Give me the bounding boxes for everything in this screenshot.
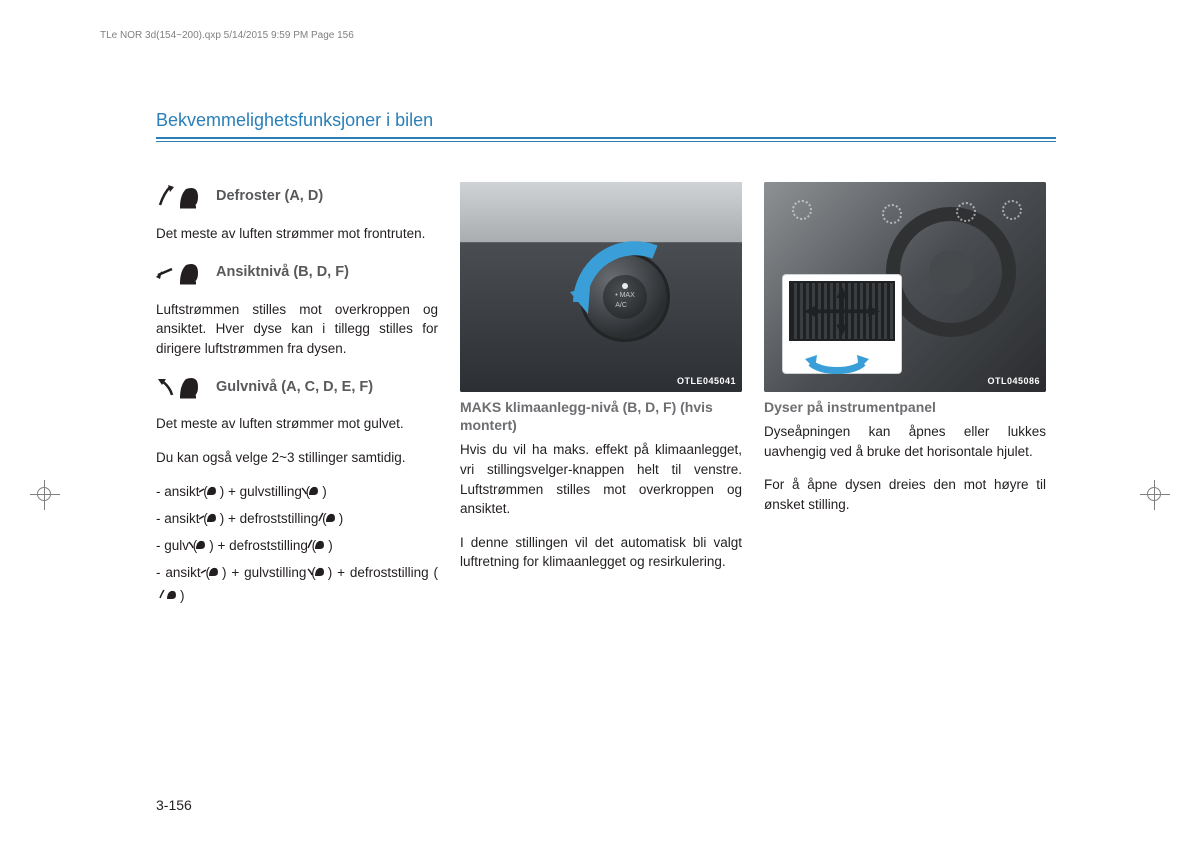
rule-line-thin — [156, 141, 1056, 142]
floor-icon-small-2 — [199, 535, 207, 558]
vents-p2: For å åpne dysen dreies den mot høyre ti… — [764, 475, 1046, 514]
column-3: OTL045086 Dyser på instrumentpanel Dyseå… — [764, 182, 1046, 612]
defrost-icon-small-2 — [318, 535, 326, 558]
photo-label-1: OTLE045041 — [677, 375, 736, 388]
defroster-text: Det meste av luften strømmer mot frontru… — [156, 224, 438, 244]
combo-4d: ) — [180, 588, 185, 603]
vent-inset — [782, 274, 902, 374]
max-ac-heading: MAKS klimaanlegg-nivå (B, D, F) (hvis mo… — [460, 398, 742, 434]
page-content: Bekvemmelighetsfunksjoner i bilen Defros… — [156, 110, 1056, 612]
face-title: Ansiktnivå (B, D, F) — [216, 262, 349, 283]
section-title: Bekvemmelighetsfunksjoner i bilen — [156, 110, 1056, 131]
combo-row-1: - ansikt () + gulvstilling () — [156, 481, 438, 504]
combo-4c: ) + defroststilling ( — [328, 565, 438, 580]
combo-3c: ) — [328, 538, 333, 553]
combo-1b: ) + gulvstilling ( — [220, 484, 310, 499]
combo-list: - ansikt () + gulvstilling () - ansikt (… — [156, 481, 438, 608]
combo-row-3: - gulv () + defroststilling () — [156, 535, 438, 558]
face-icon-small — [210, 481, 218, 504]
max-ac-p2: I denne stillingen vil det automatisk bl… — [460, 533, 742, 572]
face-text: Luftstrømmen stilles mot overkroppen og … — [156, 300, 438, 359]
combo-4b: ) + gulvstilling ( — [222, 565, 316, 580]
face-heading: Ansiktnivå (B, D, F) — [156, 258, 438, 288]
face-icon-small-2 — [210, 508, 218, 531]
vents-p1: Dyseåpningen kan åpnes eller lukkes uavh… — [764, 422, 1046, 461]
columns: Defroster (A, D) Det meste av luften str… — [156, 182, 1056, 612]
column-1: Defroster (A, D) Det meste av luften str… — [156, 182, 438, 612]
defrost-icon-small-3 — [170, 585, 178, 608]
rule-line-thick — [156, 137, 1056, 139]
face-icon-small-3 — [212, 562, 220, 585]
print-header: TLe NOR 3d(154~200).qxp 5/14/2015 9:59 P… — [100, 30, 354, 41]
column-2: • MAX A/C OTLE045041 MAKS klimaanlegg-ni… — [460, 182, 742, 612]
face-level-icon — [156, 258, 206, 288]
vents-heading: Dyser på instrumentpanel — [764, 398, 1046, 416]
photo-label-2: OTL045086 — [987, 375, 1040, 388]
arrow-arc-icon — [560, 232, 690, 362]
page-number: 3-156 — [156, 797, 192, 813]
dashboard-photo: OTL045086 — [764, 182, 1046, 392]
defroster-heading: Defroster (A, D) — [156, 182, 438, 212]
floor-heading: Gulvnivå (A, C, D, E, F) — [156, 372, 438, 402]
climate-dial-photo: • MAX A/C OTLE045041 — [460, 182, 742, 392]
floor-icon-small — [312, 481, 320, 504]
combo-2b: ) + defroststilling ( — [220, 511, 327, 526]
combo-3b: ) + defroststilling ( — [209, 538, 316, 553]
combo-row-4: - ansikt () + gulvstilling () + defrosts… — [156, 562, 438, 608]
floor-icon-small-3 — [318, 562, 326, 585]
combo-row-2: - ansikt () + defroststilling () — [156, 508, 438, 531]
combo-intro: Du kan også velge 2~3 stillinger samtidi… — [156, 448, 438, 468]
crop-mark-left — [30, 480, 60, 510]
floor-title: Gulvnivå (A, C, D, E, F) — [216, 377, 373, 398]
max-ac-p1: Hvis du vil ha maks. effekt på klimaanle… — [460, 440, 742, 518]
vent-arrows-icon — [791, 283, 893, 340]
defroster-icon — [156, 182, 206, 212]
combo-1c: ) — [322, 484, 327, 499]
vent-rotate-icon — [803, 349, 871, 375]
floor-text: Det meste av luften strømmer mot gulvet. — [156, 414, 438, 434]
floor-level-icon — [156, 372, 206, 402]
steering-wheel — [886, 207, 1016, 337]
crop-mark-right — [1140, 480, 1170, 510]
defrost-icon-small — [329, 508, 337, 531]
defroster-title: Defroster (A, D) — [216, 186, 323, 207]
combo-2c: ) — [339, 511, 344, 526]
